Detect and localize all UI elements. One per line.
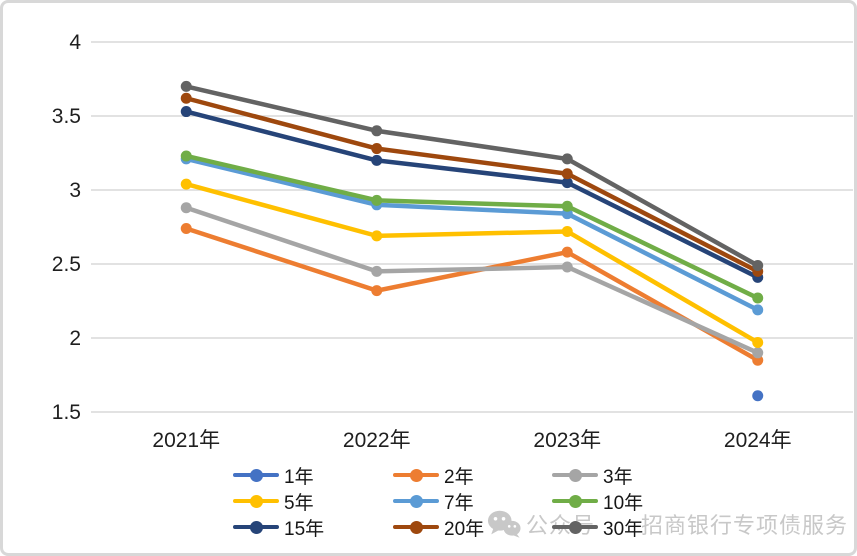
series-line-7年 bbox=[184, 156, 760, 313]
data-point-30年 bbox=[561, 153, 573, 165]
data-point-10年 bbox=[180, 150, 192, 162]
y-axis-tick-label: 4 bbox=[69, 31, 81, 54]
legend-item-1年: 1年 bbox=[233, 462, 393, 488]
chart-legend: 1年 2年 3年 5年 7年 10年 15年 20年 30年 bbox=[233, 462, 643, 540]
series-line-3年 bbox=[184, 205, 760, 356]
legend-marker-icon bbox=[393, 494, 439, 508]
data-point-5年 bbox=[752, 336, 764, 348]
y-axis-tick-label: 2 bbox=[69, 327, 81, 350]
data-point-3年 bbox=[180, 202, 192, 214]
y-axis-tick-label: 1.5 bbox=[52, 401, 81, 424]
watermark-brand: 招商银行专项债服务 bbox=[641, 513, 849, 538]
legend-label: 30年 bbox=[603, 518, 644, 540]
data-point-20年 bbox=[561, 168, 573, 180]
series-line-15年 bbox=[184, 109, 760, 280]
legend-marker-icon bbox=[233, 468, 279, 482]
data-point-2年 bbox=[561, 246, 573, 258]
x-axis-tick-label: 2024年 bbox=[724, 429, 792, 452]
data-point-15年 bbox=[371, 154, 383, 166]
data-point-10年 bbox=[561, 200, 573, 212]
legend-item-15年: 15年 bbox=[233, 514, 393, 540]
data-point-3年 bbox=[371, 265, 383, 277]
data-point-3年 bbox=[752, 347, 764, 359]
legend-marker-icon bbox=[393, 468, 439, 482]
legend-item-3年: 3年 bbox=[552, 462, 643, 488]
y-axis-tick-label: 3.5 bbox=[52, 105, 81, 128]
legend-label: 3年 bbox=[603, 466, 633, 488]
legend-item-10年: 10年 bbox=[552, 488, 643, 514]
legend-item-20年: 20年 bbox=[393, 514, 552, 540]
data-point-30年 bbox=[180, 80, 192, 92]
data-point-2年 bbox=[180, 222, 192, 234]
watermark: 公众号 招商银行专项债服务 bbox=[487, 508, 848, 540]
legend-label: 7年 bbox=[444, 492, 474, 514]
legend-marker-icon bbox=[552, 494, 598, 508]
data-point-10年 bbox=[752, 292, 764, 304]
legend-label: 20年 bbox=[444, 518, 485, 540]
data-point-30年 bbox=[752, 259, 764, 271]
legend-marker-icon bbox=[552, 520, 598, 534]
line-chart: 4 3.5 3 2.5 2 1.5 2021年 2022年 2023年 2024年 bbox=[52, 31, 853, 452]
x-axis-tick-label: 2021年 bbox=[152, 429, 220, 452]
series-line-20年 bbox=[184, 95, 760, 274]
x-axis-tick-label: 2022年 bbox=[343, 429, 411, 452]
wechat-icon bbox=[487, 509, 521, 539]
data-point-1年 bbox=[752, 390, 764, 402]
data-point-15年 bbox=[561, 177, 573, 189]
legend-item-5年: 5年 bbox=[233, 488, 393, 514]
data-point-20年 bbox=[371, 143, 383, 155]
data-point-3年 bbox=[561, 261, 573, 273]
data-point-10年 bbox=[371, 194, 383, 206]
data-point-30年 bbox=[371, 125, 383, 137]
y-axis-tick-label: 3 bbox=[69, 179, 81, 202]
legend-item-30年: 30年 bbox=[552, 514, 643, 540]
legend-marker-icon bbox=[393, 520, 439, 534]
data-point-5年 bbox=[561, 225, 573, 237]
legend-label: 10年 bbox=[603, 492, 644, 514]
series-line-5年 bbox=[184, 181, 760, 345]
data-point-20年 bbox=[180, 92, 192, 104]
y-axis-tick-label: 2.5 bbox=[52, 253, 81, 276]
legend-marker-icon bbox=[552, 468, 598, 482]
legend-label: 2年 bbox=[444, 466, 474, 488]
legend-marker-icon bbox=[233, 494, 279, 508]
data-point-15年 bbox=[180, 106, 192, 118]
legend-item-2年: 2年 bbox=[393, 462, 552, 488]
legend-item-7年: 7年 bbox=[393, 488, 552, 514]
data-point-7年 bbox=[752, 304, 764, 316]
legend-label: 15年 bbox=[284, 518, 325, 540]
series-line-10年 bbox=[184, 153, 760, 301]
legend-label: 5年 bbox=[284, 492, 314, 514]
x-axis-tick-label: 2023年 bbox=[533, 429, 601, 452]
series-line-30年 bbox=[184, 84, 760, 268]
data-point-5年 bbox=[180, 178, 192, 190]
legend-label: 1年 bbox=[284, 466, 314, 488]
data-point-2年 bbox=[371, 285, 383, 297]
data-point-5年 bbox=[371, 230, 383, 242]
legend-marker-icon bbox=[233, 520, 279, 534]
